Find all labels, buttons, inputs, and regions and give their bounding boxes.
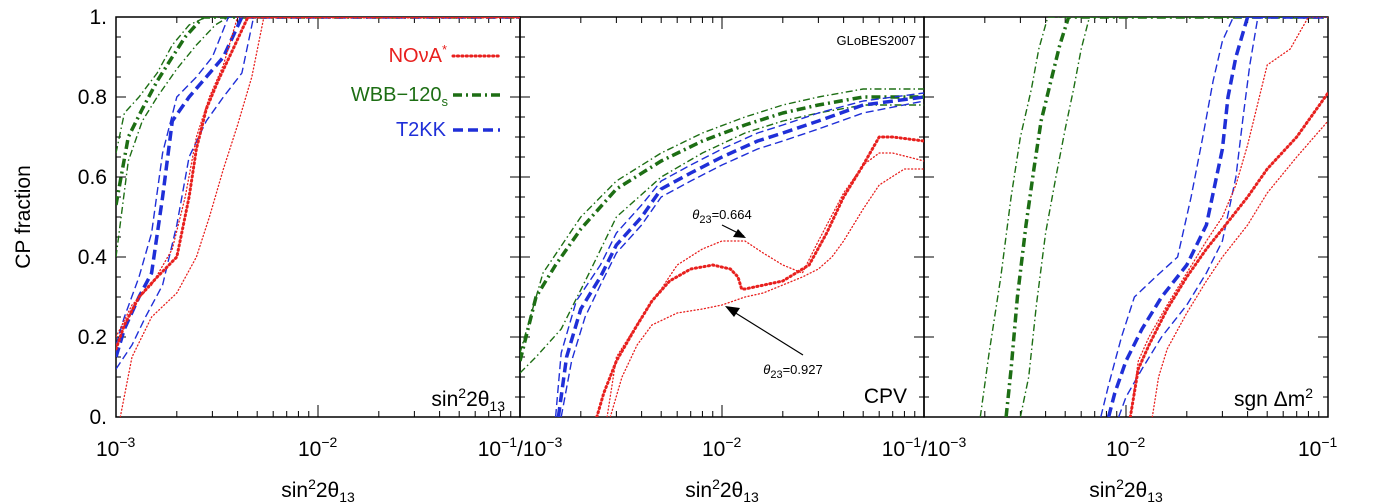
x-axis-label-2: sin22θ13 xyxy=(685,476,759,504)
series-line xyxy=(1128,91,1328,417)
series-line xyxy=(116,17,520,206)
series-line xyxy=(116,17,520,154)
y-tick-label: 0.8 xyxy=(78,86,107,109)
x-tick-label: 10−1 xyxy=(1298,434,1338,461)
y-tick-label: 1. xyxy=(89,6,107,29)
series-line xyxy=(560,100,924,417)
x-tick-label: 10−2 xyxy=(702,434,742,461)
svg-text:θ23=0.664: θ23=0.664 xyxy=(692,207,751,226)
x-tick-label: 10−3 xyxy=(96,434,136,461)
series-line xyxy=(520,95,924,362)
panel-1-frame xyxy=(115,16,521,418)
y-tick-label: 0. xyxy=(89,406,107,429)
series-line xyxy=(606,152,924,417)
x-tick-label-shared: 10−1/10−3 xyxy=(478,434,563,461)
panel-3-label: sgn Δm2 xyxy=(1234,385,1313,411)
series-line xyxy=(116,17,520,338)
x-tick-label: 10−2 xyxy=(1106,434,1146,461)
x-tick-label-shared: 10−1/10−3 xyxy=(882,434,967,461)
svg-text:WBB−120s: WBB−120s xyxy=(351,84,449,109)
series-line xyxy=(1151,120,1328,417)
series-line xyxy=(979,17,1328,417)
legend-entry-wbb: WBB−120s xyxy=(351,84,500,109)
y-tick-labels: 0. 0.2 0.4 0.6 0.8 1. xyxy=(78,6,108,429)
svg-text:NOνA*: NOνA* xyxy=(389,42,447,67)
series-line xyxy=(1019,17,1328,417)
y-tick-label: 0.6 xyxy=(78,166,107,189)
svg-text:T2KK: T2KK xyxy=(396,119,447,141)
panel-2-curves xyxy=(520,88,924,417)
svg-text:θ23=0.927: θ23=0.927 xyxy=(763,362,822,381)
series-line xyxy=(520,88,924,354)
series-line xyxy=(116,17,520,370)
series-line xyxy=(1004,17,1328,417)
series-line xyxy=(609,168,924,417)
legend: NOνA* WBB−120s T2KK xyxy=(351,42,502,141)
panel-1-label: sin22θ13 xyxy=(431,385,505,414)
series-line xyxy=(116,17,520,358)
x-tick-labels: 10−3 10−2 10−1/10−3 10−2 10−1/10−3 10−2 10−1 xyxy=(96,434,1338,461)
legend-entry-nova: NOνA* xyxy=(389,42,502,67)
x-tick-label: 10−2 xyxy=(298,434,338,461)
panel-1-curves xyxy=(116,17,520,417)
legend-entry-t2kk: T2KK xyxy=(396,119,500,141)
series-line xyxy=(556,95,924,417)
y-axis-label: CP fraction xyxy=(12,165,35,269)
y-tick-label: 0.2 xyxy=(78,326,107,349)
panel-3-curves xyxy=(979,17,1328,417)
series-line xyxy=(116,17,520,351)
x-axis-label-3: sin22θ13 xyxy=(1089,476,1163,504)
series-line xyxy=(116,17,520,346)
series-line xyxy=(119,17,520,417)
x-axis-label-1: sin22θ13 xyxy=(281,476,355,504)
watermark: GLoBES2007 xyxy=(836,33,916,48)
annotation-theta-0927: θ23=0.927 xyxy=(725,306,823,381)
panel-2-label: CPV xyxy=(864,385,907,408)
y-tick-label: 0.4 xyxy=(78,246,108,269)
series-line xyxy=(1118,17,1328,417)
annotation-theta-0664: θ23=0.664 xyxy=(692,207,752,238)
series-line xyxy=(1100,17,1328,417)
panel-3-frame xyxy=(923,16,1329,418)
series-line xyxy=(595,135,924,417)
series-line xyxy=(1106,17,1328,417)
series-line xyxy=(554,92,924,417)
series-line xyxy=(1129,17,1328,417)
